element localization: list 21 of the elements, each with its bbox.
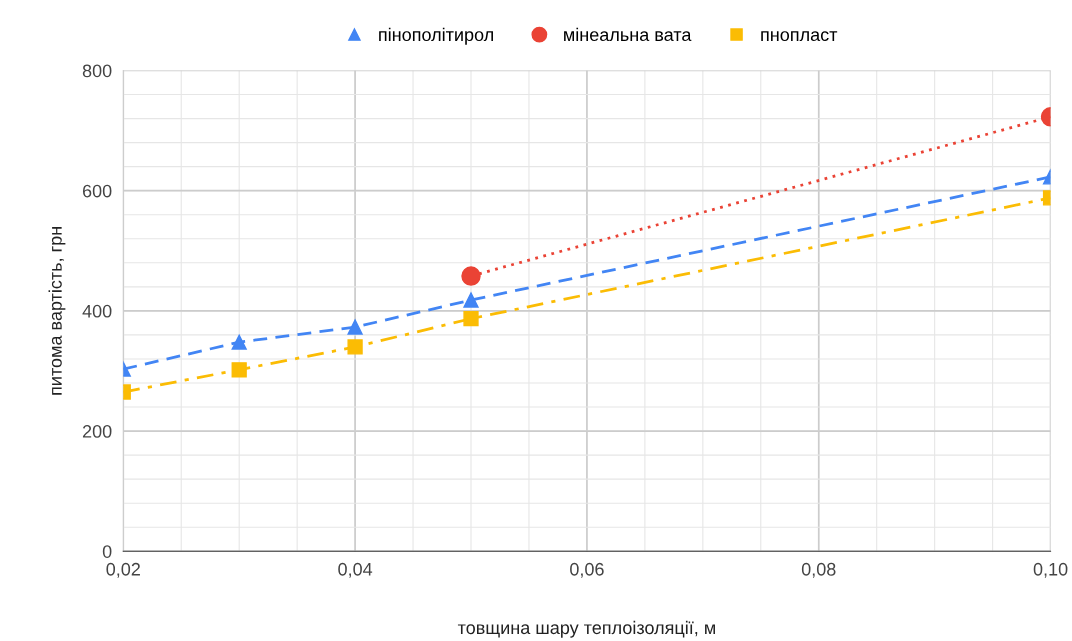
legend-label: пнопласт (761, 31, 838, 42)
x-tick-label: 0,08 (801, 562, 836, 578)
y-tick-label: 800 (82, 64, 112, 78)
x-tick-label: 0,06 (570, 562, 604, 578)
y-tick-label: 200 (82, 425, 112, 438)
point (347, 319, 363, 335)
y-tick-label: 0 (102, 545, 112, 558)
legend-label: пінополітирол (379, 27, 493, 45)
legend-label: мінеальна вата (564, 27, 692, 42)
x-tick-label: 0,10 (1033, 562, 1068, 578)
y-axis-title: питома вартість, грн (48, 227, 66, 395)
point (231, 334, 247, 350)
point (231, 362, 247, 378)
y-tick-label: 600 (82, 184, 112, 198)
x-tick-label: 0,02 (106, 562, 140, 578)
point (463, 292, 479, 308)
x-axis-title: товщина шару теплоізоляції, м (457, 620, 715, 638)
point (463, 311, 479, 327)
point (347, 339, 363, 355)
y-tick-label: 400 (82, 304, 112, 318)
x-tick-label: 0,04 (338, 562, 373, 578)
